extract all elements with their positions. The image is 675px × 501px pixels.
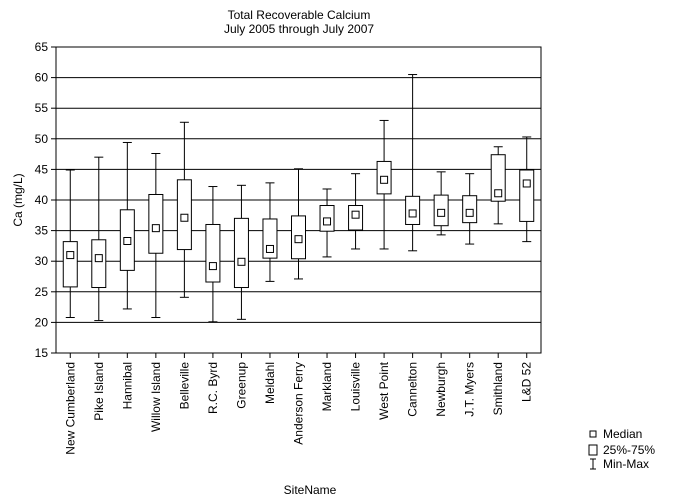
x-tick-label: Cannelton — [406, 362, 420, 417]
box-0 — [62, 169, 78, 319]
y-tick-label: 60 — [35, 71, 49, 85]
x-tick-label: Belleville — [177, 362, 191, 410]
y-tick-label: 30 — [35, 254, 49, 268]
chart-title: Total Recoverable Calcium — [228, 8, 371, 22]
box-10 — [348, 173, 364, 250]
median-marker — [380, 175, 389, 184]
box-12 — [405, 74, 421, 252]
y-tick-label: 15 — [35, 346, 49, 360]
median-marker — [94, 254, 103, 263]
chart-subtitle: July 2005 through July 2007 — [224, 22, 374, 36]
legend-minmax-label: Min-Max — [603, 457, 649, 471]
box-16 — [519, 136, 535, 243]
plot-frame — [55, 46, 542, 354]
legend-median-label: Median — [603, 427, 642, 441]
x-tick-label: Markland — [320, 362, 334, 411]
legend-box-icon — [588, 444, 598, 456]
y-tick-label: 20 — [35, 315, 49, 329]
x-tick-label: Pike Island — [92, 362, 106, 421]
iqr-box — [91, 239, 107, 289]
x-tick-label: Newburgh — [434, 362, 448, 417]
x-axis-ticks: New Cumberland Pike Island Hannibal Willow … — [63, 353, 534, 455]
box-15 — [490, 146, 506, 225]
x-tick-label: Hannibal — [120, 362, 134, 409]
box-4 — [176, 121, 192, 298]
median-marker — [151, 224, 160, 233]
legend-whisker-icon — [590, 458, 596, 470]
y-tick-label: 45 — [35, 162, 49, 176]
median-marker — [208, 262, 217, 271]
box-13 — [433, 171, 449, 236]
legend-median-icon — [589, 430, 597, 438]
box-plots — [62, 74, 535, 323]
y-axis-ticks: 15 20 25 30 35 40 45 50 55 60 65 — [35, 40, 56, 360]
x-tick-label: West Point — [377, 361, 391, 419]
median-marker — [465, 208, 474, 217]
box-5 — [205, 186, 221, 323]
x-tick-label: R.C. Byrd — [206, 362, 220, 414]
box-8 — [291, 168, 306, 280]
x-tick-label: L&D 52 — [520, 362, 534, 402]
box-14 — [462, 173, 478, 245]
median-marker — [351, 210, 360, 219]
median-marker — [294, 235, 303, 244]
box-7 — [262, 182, 278, 282]
median-marker — [323, 217, 332, 226]
box-3 — [148, 152, 164, 319]
x-tick-label: Willow Island — [149, 362, 163, 432]
iqr-box — [519, 169, 535, 222]
box-11 — [376, 119, 392, 250]
iqr-box — [233, 217, 249, 289]
median-marker — [265, 244, 274, 253]
iqr-box — [205, 223, 221, 283]
x-tick-label: Anderson Ferry — [292, 362, 306, 445]
median-marker — [180, 213, 189, 222]
x-tick-label: Meldahl — [263, 362, 277, 404]
x-tick-label: New Cumberland — [63, 362, 77, 455]
y-tick-label: 65 — [35, 40, 49, 54]
x-tick-label: Louisville — [349, 362, 363, 412]
box-2 — [119, 141, 135, 310]
box-9 — [319, 188, 335, 258]
iqr-box — [62, 241, 78, 288]
box-1 — [91, 156, 107, 322]
median-marker — [522, 179, 531, 188]
x-tick-label: Smithland — [491, 362, 505, 415]
median-marker — [66, 251, 75, 260]
median-marker — [494, 189, 503, 198]
x-axis-label: SiteName — [284, 483, 337, 497]
y-tick-label: 55 — [35, 101, 49, 115]
iqr-box — [148, 193, 164, 254]
box-6 — [233, 184, 249, 320]
median-marker — [123, 237, 132, 246]
y-tick-label: 40 — [35, 193, 49, 207]
y-tick-label: 50 — [35, 132, 49, 146]
y-axis-label: Ca (mg/L) — [11, 173, 25, 226]
median-marker — [408, 209, 417, 218]
median-marker — [437, 208, 446, 217]
y-tick-label: 35 — [35, 224, 49, 238]
y-tick-label: 25 — [35, 285, 49, 299]
legend-box-label: 25%-75% — [603, 443, 655, 457]
median-marker — [237, 257, 246, 266]
x-tick-label: J.T. Myers — [463, 362, 477, 417]
legend: Median 25%-75% Min-Max — [588, 427, 655, 471]
x-tick-label: Greenup — [234, 362, 248, 409]
